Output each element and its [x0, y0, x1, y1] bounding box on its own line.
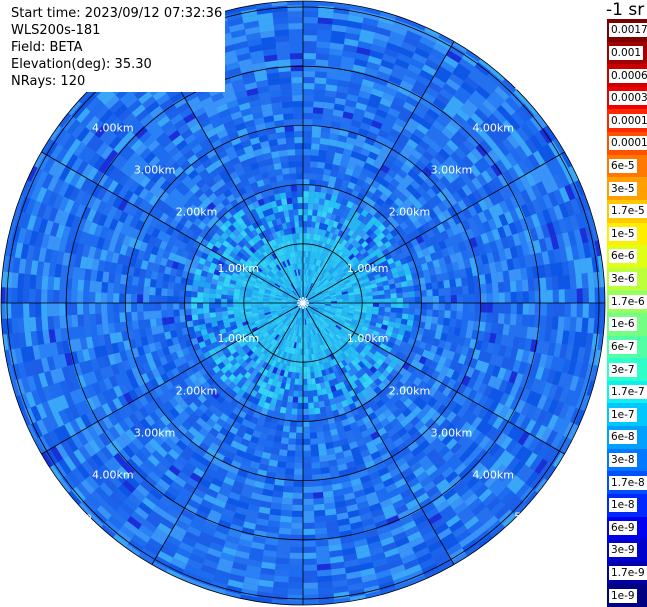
- colorbar-label: 1e-6: [609, 317, 637, 332]
- colorbar-label: 6e-8: [609, 430, 637, 445]
- colorbar-label: 3e-8: [609, 453, 637, 467]
- colorbar-label: 0.001: [609, 45, 644, 60]
- range-label: 1.00km: [218, 332, 260, 345]
- colorbar-label: 6e-6: [609, 249, 637, 264]
- azimuth-spoke: [302, 302, 565, 455]
- ppi-plot: 1.00km 1.00km 1.00km 1.00km 2.00km 2.00km 2.00…: [0, 0, 606, 606]
- range-label: 1.00km: [347, 262, 389, 275]
- colorbar: [607, 19, 647, 607]
- colorbar-label: 6e-7: [609, 339, 637, 354]
- azimuth-spoke: [302, 302, 455, 565]
- colorbar-label: 0.0006: [609, 68, 647, 83]
- azimuth-spoke: [151, 302, 304, 565]
- colorbar-label: 1e-7: [609, 407, 637, 422]
- colorbar-label: 1e-5: [609, 226, 637, 241]
- range-label: 3.00km: [431, 163, 473, 176]
- range-grid: [0, 0, 606, 606]
- colorbar-label: 0.0001: [609, 136, 647, 151]
- range-label: 4.00km: [92, 468, 134, 481]
- range-label: 3.00km: [134, 163, 176, 176]
- range-label: 2.00km: [176, 205, 218, 218]
- colorbar-label: 1.7e-8: [609, 475, 647, 490]
- range-label: 4.00km: [472, 122, 514, 135]
- azimuth-spoke: [41, 151, 304, 304]
- range-label: 3.00km: [134, 427, 176, 440]
- range-label: 1.00km: [347, 332, 389, 345]
- colorbar-label: 1.7e-5: [609, 204, 647, 219]
- range-label: 3.00km: [431, 427, 473, 440]
- colorbar-label: 0.00017: [609, 113, 647, 128]
- colorbar-label: 1.7e-9: [609, 566, 647, 581]
- field-name: Field: BETA: [11, 40, 83, 55]
- start-time: Start time: 2023/09/12 07:32:36: [11, 6, 223, 21]
- azimuth-spoke: [41, 302, 304, 455]
- range-label: 4.00km: [92, 122, 134, 135]
- instrument-name: WLS200s-181: [11, 23, 101, 38]
- colorbar-label: 1e-9: [609, 588, 637, 603]
- colorbar-label: 1e-8: [609, 498, 637, 513]
- colorbar-label: 0.0003: [609, 91, 647, 106]
- range-label: 5.00km: [514, 510, 556, 523]
- colorbar-label: 6e-5: [609, 159, 637, 173]
- range-label: 2.00km: [176, 385, 218, 398]
- range-label: 1.00km: [218, 262, 260, 275]
- colorbar-label: 3e-9: [609, 543, 637, 558]
- colorbar-label: 0.0017: [609, 23, 647, 38]
- range-label: 2.00km: [389, 205, 431, 218]
- colorbar-label: 3e-7: [609, 362, 637, 377]
- elevation: Elevation(deg): 35.30: [11, 57, 152, 72]
- colorbar-title: -1 sr: [606, 0, 645, 20]
- azimuth-spoke: [302, 41, 455, 304]
- range-label: 5.00km: [514, 80, 556, 93]
- range-label: 4.00km: [472, 468, 514, 481]
- nrays: NRays: 120: [11, 74, 86, 89]
- center-marker: [299, 297, 304, 304]
- colorbar-label: 1.7e-6: [609, 294, 647, 309]
- colorbar-label: 6e-9: [609, 520, 637, 535]
- azimuth-spoke: [302, 151, 565, 304]
- colorbar-label: 3e-5: [609, 181, 637, 196]
- colorbar-label: 1.7e-7: [609, 385, 647, 400]
- range-label: 2.00km: [389, 385, 431, 398]
- range-label: 5.00km: [50, 510, 92, 523]
- colorbar-label: 3e-6: [609, 272, 637, 287]
- range-labels: 1.00km 1.00km 1.00km 1.00km 2.00km 2.00km 2.00…: [50, 80, 556, 524]
- info-box: Start time: 2023/09/12 07:32:36 WLS200s-…: [10, 4, 226, 92]
